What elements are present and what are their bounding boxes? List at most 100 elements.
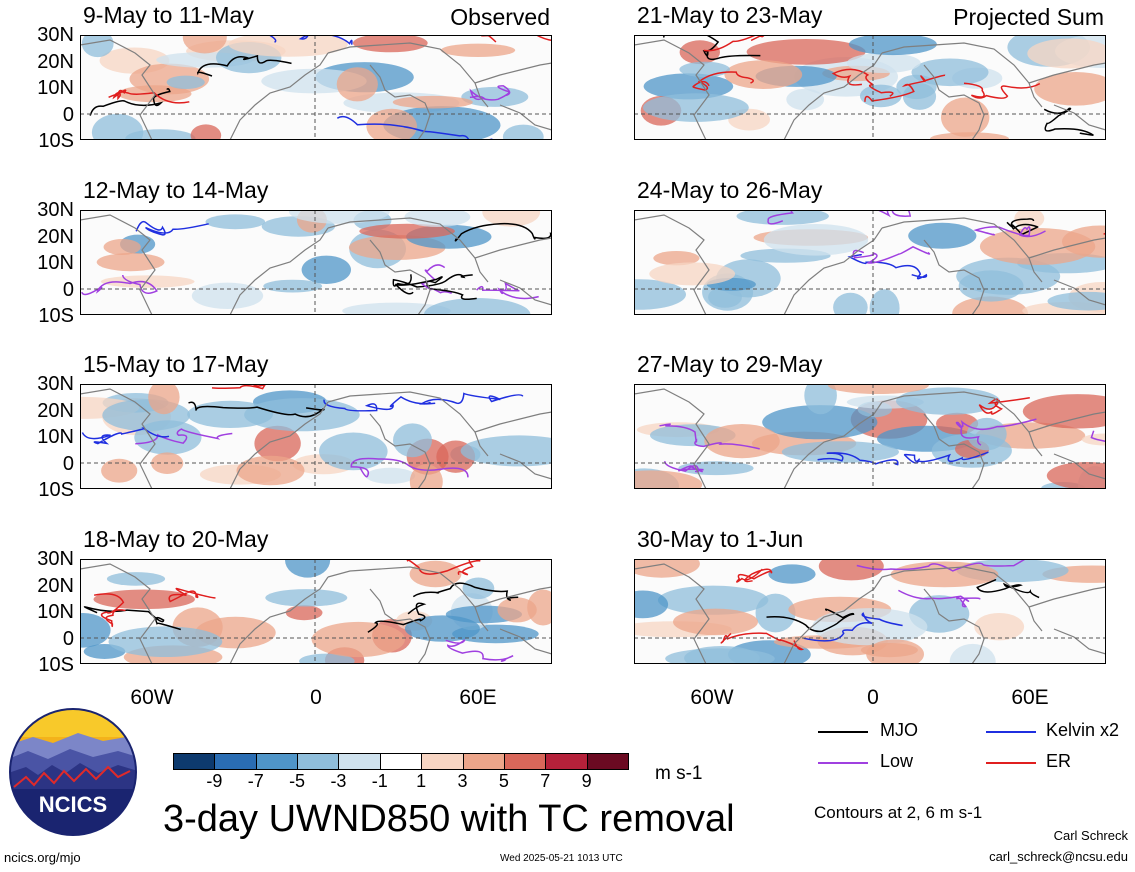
wind-anomaly-area <box>190 124 222 140</box>
wave-contour <box>392 273 473 288</box>
panel-frame <box>634 384 1106 489</box>
wind-anomaly-area <box>101 458 138 483</box>
coastline <box>923 588 985 664</box>
colorbar <box>173 753 629 773</box>
wind-anomaly-area <box>634 470 703 489</box>
wave-contour <box>211 384 268 390</box>
wind-anomaly-area <box>93 589 195 610</box>
coastline <box>474 586 552 608</box>
coastline <box>474 237 552 259</box>
wave-contour <box>766 608 855 633</box>
wind-anomaly-area <box>665 648 775 664</box>
coastline <box>1028 62 1106 84</box>
panel-frame <box>80 35 552 140</box>
colorbar-tick-label: -7 <box>247 771 264 791</box>
wave-contour <box>856 559 1027 572</box>
wind-anomaly-area <box>869 289 900 315</box>
colorbar-tick-label: 3 <box>457 771 468 791</box>
wave-contour <box>394 276 477 301</box>
panel-frame <box>634 210 1106 315</box>
coastline <box>634 39 710 140</box>
coastline <box>80 214 156 315</box>
wind-anomaly-area <box>497 597 537 623</box>
panel-title: 21-May to 23-May <box>637 2 823 28</box>
wind-anomaly-area <box>166 75 205 89</box>
colorbar-tick-label: 5 <box>498 771 509 791</box>
x-tick-label: 0 <box>867 686 879 709</box>
y-tick-label: 10S <box>38 305 74 327</box>
wind-anomaly-area <box>311 621 405 658</box>
wind-anomaly-area <box>949 643 996 664</box>
wind-anomaly-area <box>502 124 544 140</box>
wave-contour <box>803 612 903 642</box>
wind-anomaly-area <box>704 424 780 459</box>
coastline <box>783 401 883 489</box>
wind-anomaly-area <box>679 61 730 78</box>
coastline <box>229 52 329 140</box>
wave-contour <box>963 82 1041 99</box>
wind-anomaly-area <box>299 653 355 664</box>
wind-anomaly-area <box>228 35 348 57</box>
wind-anomaly-area <box>80 613 111 648</box>
colorbar-segment <box>586 753 629 770</box>
wave-contour <box>336 115 493 140</box>
wave-contour <box>1090 430 1106 443</box>
y-tick-label: 10S <box>38 654 74 676</box>
wave-contour <box>89 88 171 116</box>
wind-anomaly-area <box>440 43 516 57</box>
wave-contour <box>93 593 126 628</box>
y-tick-label: 10S <box>38 130 74 152</box>
map-panel <box>634 384 1106 489</box>
coastline <box>369 64 431 140</box>
y-tick-label: 20N <box>37 225 74 248</box>
footer-timestamp: Wed 2025-05-21 1013 UTC <box>500 853 623 864</box>
coastline <box>369 588 431 664</box>
wave-contour <box>135 220 209 236</box>
panel-frame <box>80 210 552 315</box>
wind-anomaly-area <box>746 39 866 65</box>
wind-anomaly-area <box>643 73 734 100</box>
wind-anomaly-area <box>289 210 390 224</box>
wave-contour <box>168 587 216 603</box>
coastline <box>881 391 1043 457</box>
legend-label-mjo: MJO <box>880 720 918 740</box>
wave-contour <box>197 54 292 77</box>
colorbar-segment <box>379 753 423 770</box>
panel-title: 15-May to 17-May <box>83 351 269 377</box>
wind-anomaly-area <box>205 214 266 230</box>
wind-anomaly-area <box>952 296 1028 315</box>
wind-anomaly-area <box>91 113 144 140</box>
wind-anomaly-area <box>187 400 273 428</box>
coastline <box>1028 411 1106 433</box>
legend-label-kelvin: Kelvin x2 <box>1046 720 1120 740</box>
coastline <box>783 227 883 315</box>
coastline <box>327 217 489 283</box>
panel-title: 24-May to 26-May <box>637 177 823 203</box>
coastline <box>634 388 710 489</box>
wind-anomaly-area <box>182 35 227 54</box>
y-tick-label: 0 <box>62 103 74 126</box>
wave-contour <box>703 35 767 52</box>
coastline <box>327 566 489 632</box>
wave-contour <box>976 579 1040 599</box>
y-tick-label: 0 <box>62 278 74 301</box>
wind-anomaly-area <box>804 384 837 415</box>
legend-label-er: ER <box>1046 751 1072 771</box>
wind-anomaly-area <box>285 605 323 621</box>
wind-anomaly-area <box>902 83 937 110</box>
wind-anomaly-area <box>1062 225 1106 258</box>
colorbar-tick-label: -5 <box>289 771 306 791</box>
map-panel <box>80 559 552 664</box>
wind-anomaly-area <box>404 615 480 642</box>
wave-contour <box>135 428 233 445</box>
wave-contour <box>664 460 704 473</box>
colorbar-segment <box>214 753 257 770</box>
coastline <box>783 52 883 140</box>
wind-anomaly-area <box>818 559 884 581</box>
wind-anomaly-area <box>768 564 816 584</box>
wind-anomaly-area <box>404 210 471 227</box>
y-tick-label: 30N <box>37 373 74 395</box>
wave-contour <box>1043 107 1094 136</box>
wind-anomaly-area <box>1081 433 1106 446</box>
colorbar-units: m s-1 <box>655 763 703 784</box>
